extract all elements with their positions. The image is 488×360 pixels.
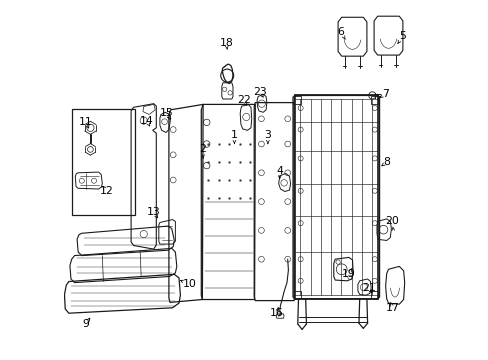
Text: 19: 19 bbox=[341, 269, 355, 279]
Text: 5: 5 bbox=[399, 31, 406, 41]
Text: 11: 11 bbox=[79, 117, 93, 127]
Bar bbox=[72, 109, 134, 215]
Text: 6: 6 bbox=[337, 27, 344, 37]
Text: 13: 13 bbox=[146, 207, 161, 217]
Text: 16: 16 bbox=[269, 308, 283, 318]
Text: 21: 21 bbox=[361, 283, 375, 293]
Text: 12: 12 bbox=[100, 186, 114, 196]
Text: 1: 1 bbox=[230, 130, 237, 140]
Text: 9: 9 bbox=[82, 319, 89, 329]
Text: 23: 23 bbox=[253, 87, 266, 97]
Text: 8: 8 bbox=[383, 157, 389, 167]
Text: 3: 3 bbox=[264, 130, 271, 140]
Text: 15: 15 bbox=[160, 108, 174, 118]
Text: 18: 18 bbox=[219, 38, 233, 48]
Text: 17: 17 bbox=[385, 303, 399, 313]
Text: 4: 4 bbox=[276, 166, 283, 176]
Text: 10: 10 bbox=[183, 279, 196, 289]
Text: 2: 2 bbox=[199, 144, 206, 154]
Text: 20: 20 bbox=[385, 216, 398, 226]
Text: 7: 7 bbox=[382, 89, 388, 99]
Text: 14: 14 bbox=[140, 116, 153, 126]
Text: 22: 22 bbox=[236, 95, 250, 105]
